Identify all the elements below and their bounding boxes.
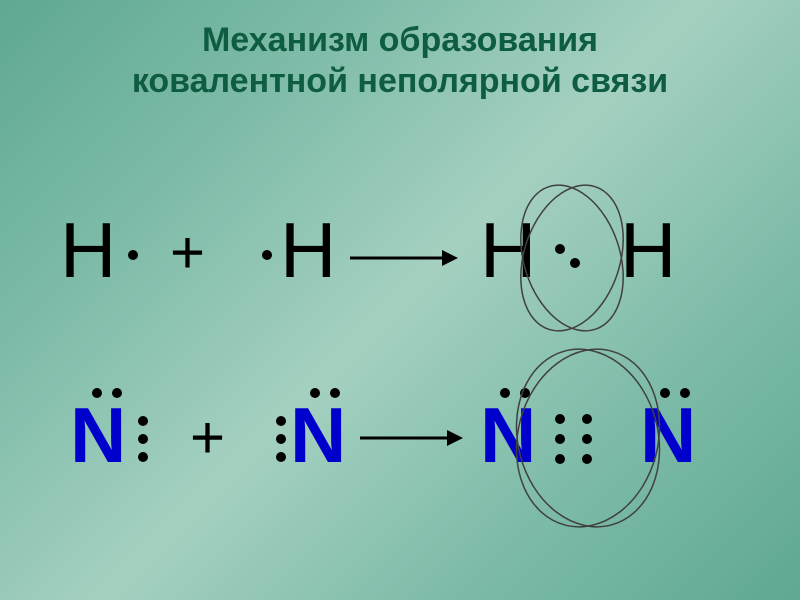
reaction-arrowhead-n	[447, 430, 463, 446]
orbit-arc	[497, 333, 679, 543]
reaction-arrowhead-h	[442, 250, 458, 266]
orbit-arc	[503, 172, 641, 344]
diagram-overlay	[0, 0, 800, 600]
orbit-arc	[503, 172, 641, 344]
orbit-arc	[497, 333, 679, 543]
